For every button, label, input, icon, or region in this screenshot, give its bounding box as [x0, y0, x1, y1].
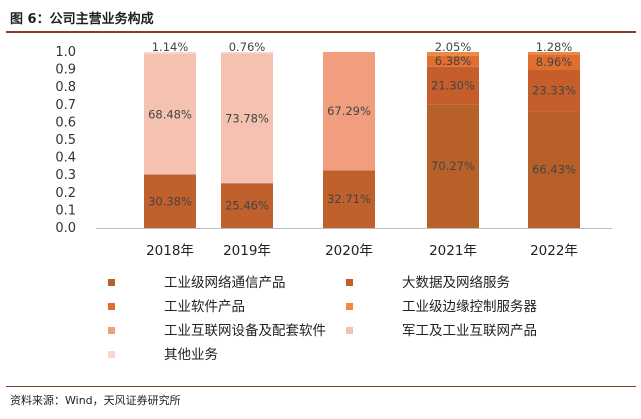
x-tick-label: 2019年 — [223, 243, 271, 259]
bar-segment — [528, 111, 580, 228]
y-tick-label: 0.5 — [55, 133, 76, 148]
legend-swatch — [108, 351, 115, 358]
bar-segment — [427, 52, 479, 56]
x-tick-label: 2022年 — [530, 243, 578, 259]
bar-segment — [323, 52, 375, 171]
data-label: 6.38% — [435, 54, 472, 68]
y-tick-label: 0.4 — [55, 151, 76, 166]
data-label: 66.43% — [532, 163, 576, 177]
data-label: 21.30% — [431, 79, 475, 93]
legend-label: 其他业务 — [164, 347, 218, 363]
data-label: 1.14% — [152, 40, 189, 54]
legend-swatch — [108, 279, 115, 286]
legend-swatch — [346, 303, 353, 310]
bar-segment — [427, 104, 479, 228]
data-label: 73.78% — [225, 111, 269, 125]
data-label: 70.27% — [431, 159, 475, 173]
y-tick-label: 0.2 — [55, 186, 76, 201]
source-note: 资料来源：Wind，天风证券研究所 — [10, 394, 181, 407]
data-label: 67.29% — [327, 104, 371, 118]
y-tick-label: 0.3 — [55, 168, 76, 183]
bar-segment — [144, 174, 196, 228]
data-label: 23.33% — [532, 84, 576, 98]
y-tick-label: 0.1 — [55, 203, 76, 218]
bar-segment — [221, 53, 273, 184]
x-tick-label: 2018年 — [146, 243, 194, 259]
data-label: 30.38% — [148, 194, 192, 208]
bar-segment — [221, 183, 273, 228]
bar-segment — [528, 54, 580, 71]
bar-segment — [144, 52, 196, 55]
data-label: 68.48% — [148, 107, 192, 121]
data-label: 32.71% — [327, 192, 371, 206]
legend-label: 大数据及网络服务 — [402, 275, 510, 291]
bar-segment — [427, 66, 479, 105]
legend-swatch — [108, 303, 115, 310]
legend-label: 工业级边缘控制服务器 — [402, 299, 537, 315]
y-tick-label: 0.0 — [55, 221, 76, 236]
data-label: 25.46% — [225, 199, 269, 213]
x-tick-label: 2020年 — [325, 243, 373, 259]
bar-segment — [427, 55, 479, 67]
legend-label: 工业软件产品 — [164, 299, 245, 315]
y-tick-label: 0.6 — [55, 115, 76, 130]
bar-segment — [323, 170, 375, 228]
figure-title-bar: 图 6：公司主营业务构成 — [0, 0, 641, 34]
legend-label: 工业互联网设备及配套软件 — [164, 322, 326, 339]
footer-divider — [6, 386, 636, 387]
data-label: 8.96% — [536, 55, 573, 69]
data-label: 0.76% — [229, 40, 266, 54]
bar-segment — [221, 52, 273, 54]
bar-segment — [528, 52, 580, 55]
y-tick-label: 0.7 — [55, 98, 76, 113]
y-tick-label: 0.9 — [55, 63, 76, 78]
y-tick-label: 0.8 — [55, 80, 76, 95]
legend-label: 军工及工业互联网产品 — [402, 323, 537, 339]
legend-label: 工业级网络通信产品 — [164, 275, 286, 291]
legend-swatch — [108, 327, 115, 334]
legend-swatch — [346, 327, 353, 334]
y-tick-label: 1.0 — [55, 45, 76, 60]
bar-segment — [528, 70, 580, 112]
data-label: 1.28% — [536, 40, 573, 54]
bar-segment — [144, 54, 196, 175]
data-label: 2.05% — [435, 40, 472, 54]
legend-swatch — [346, 279, 353, 286]
figure-title: 图 6：公司主营业务构成 — [10, 12, 154, 27]
title-divider — [6, 31, 636, 33]
x-tick-label: 2021年 — [429, 243, 477, 259]
